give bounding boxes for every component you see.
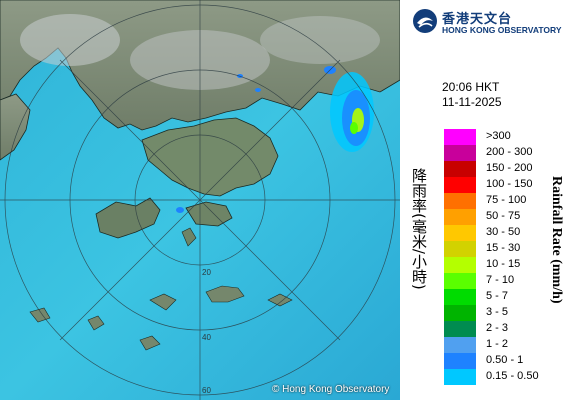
islet-4 bbox=[87, 315, 105, 331]
rain-echoes bbox=[176, 66, 374, 213]
legend-swatch bbox=[444, 353, 476, 369]
legend-row: 5 - 7 bbox=[444, 289, 576, 305]
legend-swatch bbox=[444, 129, 476, 145]
legend-row: 10 - 15 bbox=[444, 257, 576, 273]
lantau-island bbox=[95, 197, 161, 239]
legend-label: 50 - 75 bbox=[486, 210, 521, 222]
legend-swatch bbox=[444, 321, 476, 337]
legend-row: 3 - 5 bbox=[444, 305, 576, 321]
radar-time: 20:06 HKT bbox=[442, 80, 500, 94]
legend-swatch bbox=[444, 145, 476, 161]
legend-swatch bbox=[444, 257, 476, 273]
ring-label-20: 20 bbox=[202, 268, 211, 277]
west-bank-landmass bbox=[0, 93, 31, 161]
legend-row: 1 - 2 bbox=[444, 337, 576, 353]
legend-row: 0.50 - 1 bbox=[444, 353, 576, 369]
legend-row: 100 - 150 bbox=[444, 177, 576, 193]
legend-label: 30 - 50 bbox=[486, 226, 521, 238]
legend-swatch bbox=[444, 305, 476, 321]
legend-row: 30 - 50 bbox=[444, 225, 576, 241]
legend-swatch bbox=[444, 225, 476, 241]
legend-swatch bbox=[444, 177, 476, 193]
legend-row: 0.15 - 0.50 bbox=[444, 369, 576, 385]
legend-label: 1 - 2 bbox=[486, 338, 509, 350]
radar-map: 20 40 60 © Hong Kong Observatory bbox=[0, 0, 400, 400]
legend-swatch bbox=[444, 273, 476, 289]
legend-label: 3 - 5 bbox=[486, 306, 509, 318]
lamma-island bbox=[181, 227, 197, 247]
org-name-cn: 香港天文台 bbox=[442, 12, 513, 27]
legend-row: 200 - 300 bbox=[444, 145, 576, 161]
org-name-en: HONG KONG OBSERVATORY bbox=[442, 25, 562, 35]
legend-row: 50 - 75 bbox=[444, 209, 576, 225]
legend-label: 150 - 200 bbox=[486, 162, 533, 174]
cloud-patch bbox=[20, 14, 120, 66]
legend-title-en: Rainfall Rate (mm/h) bbox=[549, 176, 564, 304]
legend-swatch bbox=[444, 369, 476, 385]
radar-map-canvas: 20 40 60 bbox=[0, 0, 400, 400]
legend-label: 0.15 - 0.50 bbox=[486, 370, 539, 382]
legend-label: 0.50 - 1 bbox=[486, 354, 524, 366]
legend-label: 5 - 7 bbox=[486, 290, 509, 302]
legend-label: 75 - 100 bbox=[486, 194, 527, 206]
legend-label: 200 - 300 bbox=[486, 146, 533, 158]
legend-swatch bbox=[444, 161, 476, 177]
legend-swatch bbox=[444, 209, 476, 225]
hko-logo-icon bbox=[413, 9, 437, 33]
range-rings bbox=[0, 0, 400, 400]
rainfall-legend: >300 200 - 300 150 - 200 100 - 150 75 - 100 5… bbox=[444, 129, 576, 385]
legend-label: 2 - 3 bbox=[486, 322, 509, 334]
islet-5 bbox=[139, 335, 161, 351]
islet-2 bbox=[149, 293, 177, 311]
legend-row: 75 - 100 bbox=[444, 193, 576, 209]
legend-row: >300 bbox=[444, 129, 576, 145]
hong-kong-island bbox=[185, 201, 233, 227]
legend-title-cn: 降雨率(毫米/小時) bbox=[410, 168, 428, 290]
legend-row: 7 - 10 bbox=[444, 273, 576, 289]
cloud-patch bbox=[260, 16, 380, 64]
hko-logo: 香港天文台 HONG KONG OBSERVATORY bbox=[412, 6, 577, 36]
ring-label-40: 40 bbox=[202, 333, 211, 342]
legend-row: 150 - 200 bbox=[444, 161, 576, 177]
info-panel: 香港天文台 HONG KONG OBSERVATORY 20:06 HKT 11… bbox=[400, 0, 577, 400]
legend-swatch bbox=[444, 241, 476, 257]
islet-6 bbox=[267, 293, 293, 307]
islet-1 bbox=[205, 285, 245, 303]
legend-swatch bbox=[444, 289, 476, 305]
radar-date: 11-11-2025 bbox=[442, 95, 502, 109]
new-territories bbox=[141, 117, 279, 197]
legend-label: 7 - 10 bbox=[486, 274, 515, 286]
legend-label: 100 - 150 bbox=[486, 178, 533, 190]
legend-label: >300 bbox=[486, 130, 511, 142]
copyright-text: © Hong Kong Observatory bbox=[272, 384, 390, 395]
legend-label: 15 - 30 bbox=[486, 242, 521, 254]
legend-row: 2 - 3 bbox=[444, 321, 576, 337]
legend-row: 15 - 30 bbox=[444, 241, 576, 257]
legend-swatch bbox=[444, 337, 476, 353]
legend-swatch bbox=[444, 193, 476, 209]
ring-label-60: 60 bbox=[202, 386, 211, 395]
legend-label: 10 - 15 bbox=[486, 258, 521, 270]
